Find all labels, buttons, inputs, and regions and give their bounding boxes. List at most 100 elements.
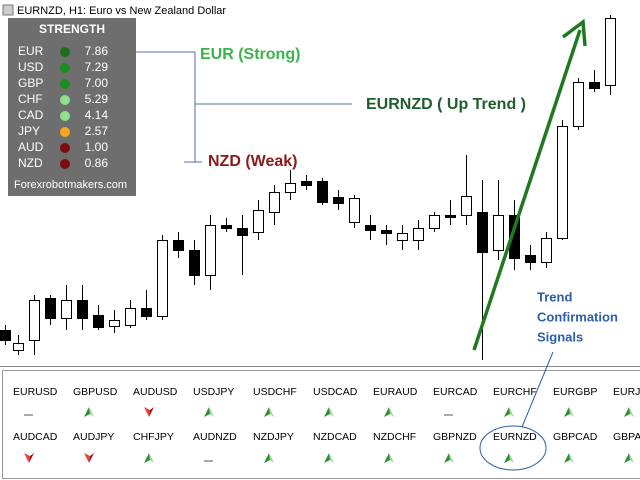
candle-body [493,215,504,251]
pair-label: GBPCAD [553,431,598,443]
signals-label: Signals [537,329,583,344]
currency-code: USD [18,60,44,74]
pair-label: USDCAD [313,386,358,398]
candle-body [205,225,216,276]
pair-label: GBPA [613,431,640,443]
pair-label: EURUSD [13,386,58,398]
candle-body [397,233,408,241]
signal-up [264,407,270,417]
annotation-strong: EUR (Strong) [200,46,300,63]
symbol-icon [2,4,14,16]
signal-up [624,407,630,417]
annotation-weak: NZD (Weak) [208,153,298,170]
candle-body [413,228,424,241]
strength-value: 2.57 [85,124,109,138]
signal-up [204,407,210,417]
currency-code: EUR [18,44,44,58]
pair-label: NZDJPY [253,431,294,443]
signal-up [389,453,394,463]
candle-body [381,230,392,234]
signal-down [24,453,30,463]
strength-dot [60,111,70,121]
signal-up [324,453,330,463]
candle-body [93,315,104,328]
trend-arrow [472,29,582,351]
signal-up [329,407,334,417]
currency-code: NZD [18,156,43,170]
candle-body [557,126,568,239]
candle-body [333,197,344,204]
candle-body [141,308,152,317]
strength-dot [60,159,70,169]
signal-down [89,453,94,463]
candles [0,15,616,360]
strength-value: 5.29 [85,92,109,106]
pair-label: AUDUSD [133,386,178,398]
signals-label: Confirmation [537,309,618,324]
candle-body [269,192,280,213]
pair-label: EURJ [613,386,640,398]
signal-up [504,407,510,417]
signal-up [504,453,510,463]
strength-dot [60,47,70,57]
candle-body [77,300,88,319]
pair-label: EURGBP [553,386,597,398]
candle-body [61,300,72,319]
signal-up [564,453,570,463]
annotation-trend: EURNZD ( Up Trend ) [366,96,526,113]
pair-label: CHFJPY [133,431,174,443]
signal-panel-border [2,370,640,479]
strength-value: 4.14 [85,108,109,122]
pair-label: EURAUD [373,386,418,398]
trend-arrow-head [561,18,587,47]
candle-body [237,228,248,236]
currency-code: CAD [18,108,44,122]
pair-label: EURCAD [433,386,478,398]
candle-body [573,82,584,127]
signal-up [144,453,150,463]
candle-body [221,225,232,229]
strength-value: 7.86 [85,44,109,58]
candle-body [109,320,120,327]
candle-body [45,298,56,319]
strength-panel [8,18,136,196]
pair-label: EURCHF [493,386,537,398]
strength-dot [60,79,70,89]
candle-body [125,308,136,326]
strength-value: 1.00 [85,140,109,154]
candle-body [461,196,472,216]
pair-label: GBPUSD [73,386,118,398]
candle-body [285,183,296,193]
currency-code: JPY [18,124,40,138]
signal-up [389,407,394,417]
pair-label: USDCHF [253,386,297,398]
pair-label: USDJPY [193,386,234,398]
signal-up [569,453,574,463]
strength-dot [60,63,70,73]
currency-code: AUD [18,140,44,154]
candle-body [0,330,11,341]
signal-up [264,453,270,463]
signal-up [444,453,450,463]
candle-body [541,238,552,263]
signal-up [209,407,214,417]
signal-up [624,453,630,463]
candle-body [173,240,184,251]
candle-body [349,198,360,223]
signals-label: Trend [537,289,572,304]
signal-up [629,407,634,417]
candle-body [317,181,328,203]
signal-up [449,453,454,463]
signal-down [84,453,90,463]
signal-down [29,453,34,463]
candle-body [445,215,456,218]
candle-body [301,181,312,186]
strength-dot [60,95,70,105]
candle-body [189,250,200,276]
chart-title: EURNZD, H1: Euro vs New Zealand Dollar [17,5,226,17]
currency-code: CHF [18,92,43,106]
signal-up [564,407,570,417]
candle-body [605,18,616,86]
candle-body [525,255,536,263]
